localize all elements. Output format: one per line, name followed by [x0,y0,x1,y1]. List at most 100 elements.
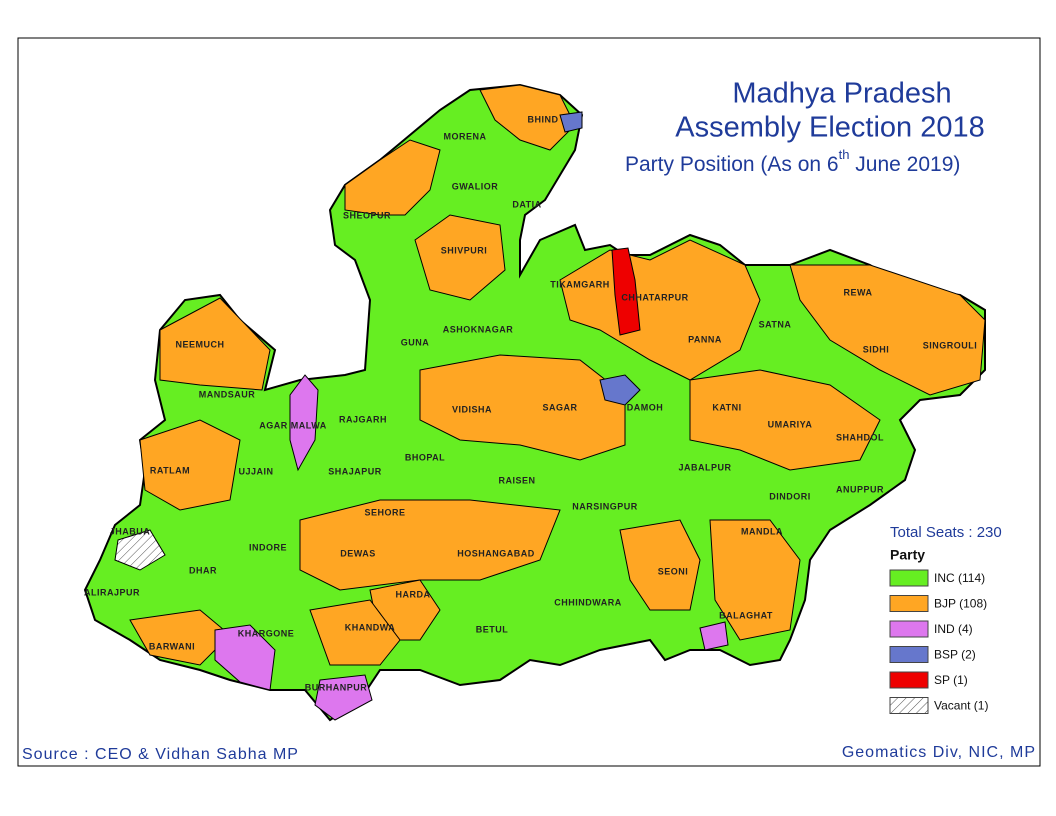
legend-swatch [889,671,929,689]
district-name: BHIND [528,114,559,124]
district-name: DHAR [189,565,217,575]
district-name: SEHORE [364,507,405,517]
sp-seat [611,247,641,336]
district-name: CHHINDWARA [554,597,622,607]
region [414,214,506,301]
district-name: SINGROULI [923,340,978,350]
district-name: SEONI [658,566,689,576]
region [344,139,441,216]
district-name: SHAJAPUR [328,466,382,476]
district-name: RAISEN [498,475,535,485]
title-line1: Madhya Pradesh [732,78,951,110]
legend-label: BSP (2) [934,648,976,662]
region [139,419,241,511]
district-labels: BHIND MORENA GWALIOR DATIA SHEOPUR SHIVPURI AS… [84,114,977,692]
title-line2: Assembly Election 2018 [675,112,985,144]
district-name: DINDORI [769,491,811,501]
ind-seat [314,674,373,721]
district-name: SATNA [759,319,792,329]
region [419,354,626,461]
subtitle-text: Party Position (As on 6 [625,153,839,176]
region [619,519,701,611]
district-name: RAJGARH [339,414,387,424]
subtitle: Party Position (As on 6th June 2019) [625,147,960,175]
state-map [83,83,986,722]
legend-label: IND (4) [934,622,973,636]
region [709,519,801,641]
district-name: NARSINGPUR [572,501,638,511]
district-name: MANDLA [741,526,783,536]
region [479,84,576,151]
district-name: BURHANPUR [305,682,368,692]
district-name: SHAHDOL [836,432,884,442]
district-name: MANDSAUR [199,389,256,399]
region [689,369,881,471]
district-name: TIKAMGARH [550,279,610,289]
district-name: REWA [844,287,873,297]
subtitle-text: June 2019) [849,153,960,176]
total-seats: Total Seats : 230 [890,524,1002,541]
district-name: BETUL [476,624,509,634]
legend-swatch [889,646,929,663]
district-name: SIDHI [863,344,890,354]
source: Source : CEO & Vidhan Sabha MP [22,746,299,763]
district-name: GUNA [401,337,430,347]
district-name: MORENA [444,131,487,141]
district-name: UMARIYA [768,419,813,429]
district-name: ALIRAJPUR [84,587,140,597]
district-name: HOSHANGABAD [457,548,535,558]
ind-seat [289,374,319,472]
district-name: ASHOKNAGAR [443,324,514,334]
legend-swatch [889,697,929,714]
bsp-seat [599,374,641,406]
district-name: PANNA [688,334,722,344]
district-name: SAGAR [542,402,577,412]
legend-label: BJP (108) [934,597,987,611]
district-name: DATIA [512,199,541,209]
district-name: GWALIOR [452,181,499,191]
region [559,239,761,381]
district-name: VIDISHA [452,404,492,414]
district-name: JHABUA [110,526,151,536]
region [299,499,561,591]
district-name: UJJAIN [238,466,273,476]
ind-seat [699,621,729,651]
region [789,264,986,396]
district-name: BARWANI [149,641,195,651]
district-name: KATNI [712,402,741,412]
district-name: DEWAS [340,548,376,558]
district-name: BALAGHAT [719,610,773,620]
bjp-areas [129,84,986,666]
credit: Geomatics Div, NIC, MP [842,744,1036,761]
district-name: KHANDWA [345,622,396,632]
district-name: ANUPPUR [836,484,884,494]
subtitle-sup: th [839,147,850,162]
legend-swatch [889,595,929,612]
vacant-seat [114,529,166,571]
district-name: BHOPAL [405,452,445,462]
district-name: JABALPUR [678,462,731,472]
legend-label: Vacant (1) [934,699,988,713]
district-name: DAMOH [627,402,664,412]
region [309,599,401,666]
district-name: SHIVPURI [441,245,488,255]
district-name: KHARGONE [238,628,295,638]
district-name: INDORE [249,542,287,552]
legend: INC (114) BJP (108) IND (4) BSP (2) SP (1) Va… [889,569,988,714]
legend-swatch [889,620,929,638]
district-name: RATLAM [150,465,190,475]
legend-swatch [889,569,929,587]
district-name: CHHATARPUR [621,292,688,302]
district-name: NEEMUCH [175,339,224,349]
district-name: AGAR MALWA [259,420,327,430]
legend-label: INC (114) [934,571,985,585]
district-name: HARDA [396,589,431,599]
ind-seat [214,624,276,691]
legend-label: SP (1) [934,673,968,687]
bsp-seat [559,111,583,133]
region [159,297,271,391]
legend-title: Party [890,547,925,563]
district-name: SHEOPUR [343,210,391,220]
